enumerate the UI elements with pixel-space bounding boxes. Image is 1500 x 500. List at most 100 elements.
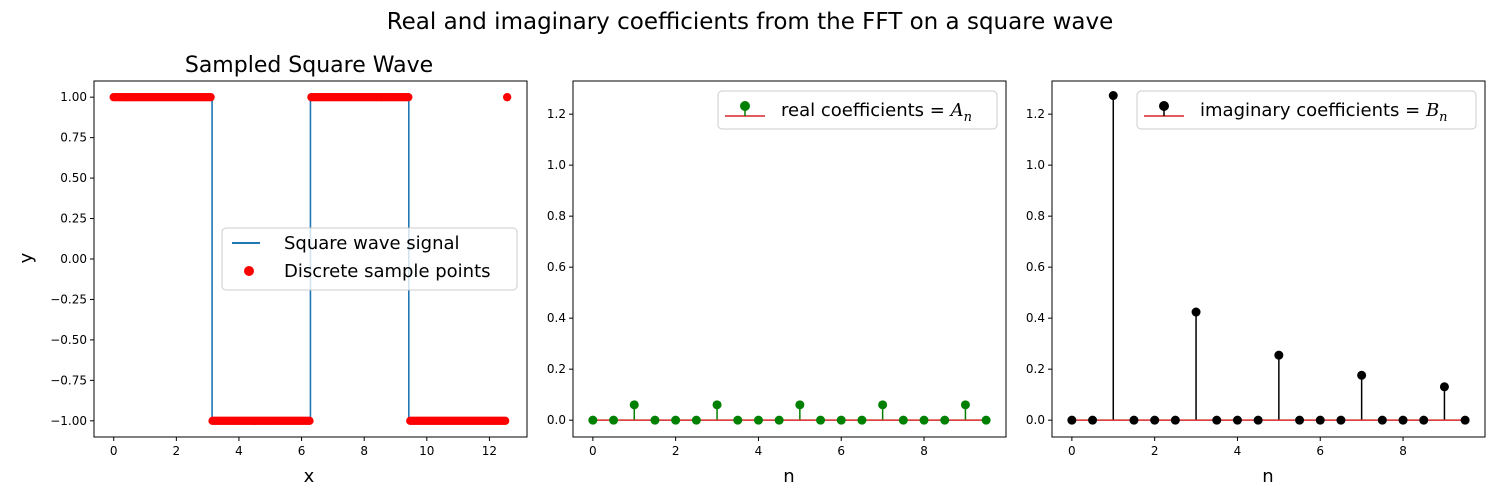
axes-frame: [1051, 80, 1486, 438]
stem-marker: [795, 400, 805, 410]
sample-point: [305, 416, 314, 426]
stem-marker: [898, 415, 908, 425]
sample-points: [109, 92, 512, 426]
stem-marker: [816, 415, 826, 425]
y-tick-label: 1.0: [547, 158, 566, 172]
sample-point: [502, 92, 512, 102]
legend-label-samples: Discrete sample points: [284, 261, 491, 282]
y-axis-label: y: [16, 252, 37, 263]
stem-marker: [1315, 415, 1325, 425]
legend-box: [221, 227, 518, 291]
y-tick-label: 1.2: [1026, 107, 1045, 121]
stem-marker: [1295, 415, 1305, 425]
stem-marker: [1357, 370, 1367, 380]
stem-marker: [753, 415, 763, 425]
y-tick-label: 0.4: [1026, 311, 1045, 325]
stem-marker: [1212, 415, 1222, 425]
y-tick-label: 1.2: [547, 107, 566, 121]
x-tick-label: 4: [1234, 444, 1242, 458]
y-tick-label: 0.8: [1026, 209, 1045, 223]
x-tick-label: 2: [672, 444, 680, 458]
legend-dot-swatch: [244, 266, 254, 276]
x-tick-label: 4: [235, 444, 243, 458]
legend-label-imaginary: imaginary coefficients = Bn: [1200, 100, 1448, 125]
y-tick-label: 0.50: [60, 171, 87, 185]
stem-marker: [1232, 415, 1242, 425]
y-tick-label: 0.0: [1026, 413, 1045, 427]
stem-marker: [691, 415, 701, 425]
legend-marker-swatch: [1159, 101, 1169, 111]
x-axis-label: n: [783, 466, 794, 487]
stem-marker: [1419, 415, 1429, 425]
stem-marker: [629, 400, 639, 410]
stem-marker: [1150, 415, 1160, 425]
stem-marker: [1108, 91, 1118, 101]
y-tick-label: −0.75: [50, 373, 87, 387]
stem-marker: [836, 415, 846, 425]
plot-area-square-wave: 0 2 4 6 8 10 12 −1.00 −0.75 −0.50 −0.25 0.00 0.25 0.5…: [50, 80, 528, 458]
stem-marker: [1191, 307, 1201, 317]
y-tick-label: 0.0: [547, 413, 566, 427]
stem-marker: [712, 400, 722, 410]
stem-marker: [1088, 415, 1098, 425]
x-tick-label: 6: [298, 444, 306, 458]
stem-marker: [1129, 415, 1139, 425]
y-tick-label: 0.6: [1026, 260, 1045, 274]
x-tick-label: 8: [1399, 444, 1407, 458]
x-tick-label: 8: [920, 444, 928, 458]
plot-area-real: 0 2 4 6 8 0.0 0.2 0.4 0.6 0.8 1.0 1.2: [547, 80, 1007, 458]
y-tick-label: 0.2: [547, 362, 566, 376]
y-tick-label: 0.75: [60, 131, 87, 145]
stem-lines: [1112, 95, 1446, 421]
x-tick-label: 2: [1151, 444, 1159, 458]
chart-real-coefficients: n 0 2 4 6 8 0.0 0.2 0.4 0.6 0.8 1.0 1.2 real coeffi…: [547, 80, 1007, 487]
stem-marker: [878, 400, 888, 410]
stem-marker: [1460, 415, 1470, 425]
y-tick-label: 1.0: [1026, 158, 1045, 172]
x-tick-label: 4: [755, 444, 763, 458]
y-tick-label: 0.25: [60, 212, 87, 226]
stem-markers: [588, 400, 991, 425]
x-tick-label: 6: [1316, 444, 1324, 458]
legend-real: real coefficients = An: [717, 90, 998, 130]
stem-marker: [733, 415, 743, 425]
chart-imaginary-coefficients: n 0 2 4 6 8 0.0 0.2 0.4 0.6 0.8 1.0 1.2 imaginary c…: [1026, 80, 1486, 487]
stem-marker: [588, 415, 598, 425]
x-tick-label: 0: [589, 444, 597, 458]
stem-marker: [1253, 415, 1263, 425]
stem-marker: [1274, 350, 1284, 360]
y-tick-label: 0.6: [547, 260, 566, 274]
x-tick-label: 0: [110, 444, 118, 458]
stem-marker: [1170, 415, 1180, 425]
x-tick-label: 2: [173, 444, 181, 458]
legend-label-real: real coefficients = An: [781, 100, 972, 125]
stem-markers: [1067, 91, 1470, 425]
stem-marker: [1377, 415, 1387, 425]
x-tick-label: 0: [1068, 444, 1076, 458]
x-axis-label: x: [304, 466, 315, 487]
stem-marker: [650, 415, 660, 425]
y-tick-label: 0.00: [60, 252, 87, 266]
stem-marker: [671, 415, 681, 425]
sample-point: [206, 92, 215, 102]
stem-marker: [919, 415, 929, 425]
stem-marker: [940, 415, 950, 425]
legend-imaginary: imaginary coefficients = Bn: [1136, 90, 1477, 130]
legend-label-signal: Square wave signal: [284, 233, 460, 254]
axes-frame: [572, 80, 1007, 438]
stem-marker: [1067, 415, 1077, 425]
stem-marker: [857, 415, 867, 425]
legend-square-wave: Square wave signal Discrete sample point…: [221, 227, 518, 291]
y-tick-label: −1.00: [50, 414, 87, 428]
stem-marker: [609, 415, 619, 425]
stem-marker: [960, 400, 970, 410]
legend-box: [1136, 90, 1477, 130]
y-tick-label: 0.8: [547, 209, 566, 223]
sample-point: [500, 416, 510, 426]
y-tick-label: 0.4: [547, 311, 566, 325]
x-axis-label: n: [1262, 466, 1273, 487]
stem-marker: [981, 415, 991, 425]
chart-title: Sampled Square Wave: [185, 53, 433, 78]
sample-point: [404, 92, 413, 102]
